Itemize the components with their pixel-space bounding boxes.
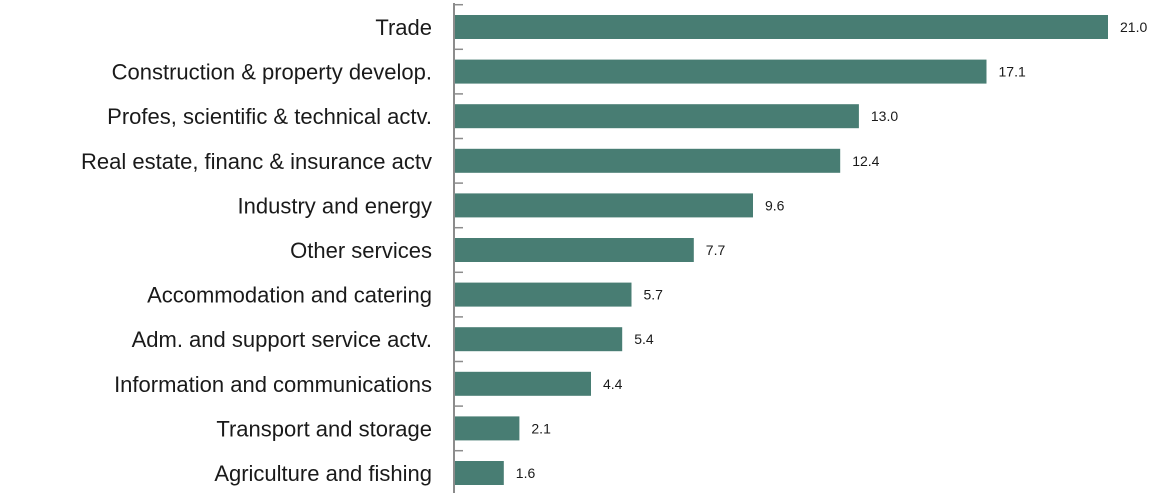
category-label-9: Transport and storage (216, 416, 432, 441)
category-label-4: Industry and energy (238, 193, 432, 218)
category-label-2: Profes, scientific & technical actv. (107, 104, 432, 129)
bar-8 (454, 371, 591, 396)
category-labels-group: Trade Construction & property develop. Pro… (81, 15, 432, 486)
bar-0 (454, 15, 1108, 39)
value-label-7: 5.4 (634, 331, 654, 347)
bar-7 (454, 327, 623, 352)
category-label-5: Other services (290, 238, 432, 263)
value-label-3: 12.4 (852, 153, 879, 169)
category-label-6: Accommodation and catering (147, 283, 432, 308)
bar-4 (454, 193, 753, 218)
value-label-10: 1.6 (516, 465, 536, 481)
category-label-8: Information and communications (114, 372, 432, 397)
category-label-3: Real estate, financ & insurance actv (81, 149, 432, 174)
category-label-10: Agriculture and fishing (214, 461, 432, 486)
value-label-9: 2.1 (531, 420, 551, 436)
value-label-4: 9.6 (765, 197, 785, 213)
bar-9 (454, 416, 520, 441)
value-label-2: 13.0 (871, 108, 898, 124)
value-label-1: 17.1 (999, 64, 1026, 80)
y-axis-group (453, 3, 463, 493)
value-label-6: 5.7 (644, 287, 664, 303)
bars-group (454, 15, 1108, 485)
bar-6 (454, 282, 632, 307)
bar-10 (454, 461, 504, 485)
category-label-1: Construction & property develop. (112, 60, 432, 85)
bar-1 (454, 59, 987, 84)
bar-3 (454, 148, 841, 173)
bar-5 (454, 238, 694, 262)
value-label-5: 7.7 (706, 242, 726, 258)
value-label-0: 21.0 (1120, 19, 1147, 35)
category-label-0: Trade (375, 15, 432, 40)
category-label-7: Adm. and support service actv. (132, 327, 432, 352)
value-labels-group: 21.0 17.1 13.0 12.4 9.6 7.7 5.7 5.4 4.4 2.1 1.6 (516, 19, 1148, 481)
bar-2 (454, 104, 859, 129)
value-label-8: 4.4 (603, 376, 623, 392)
